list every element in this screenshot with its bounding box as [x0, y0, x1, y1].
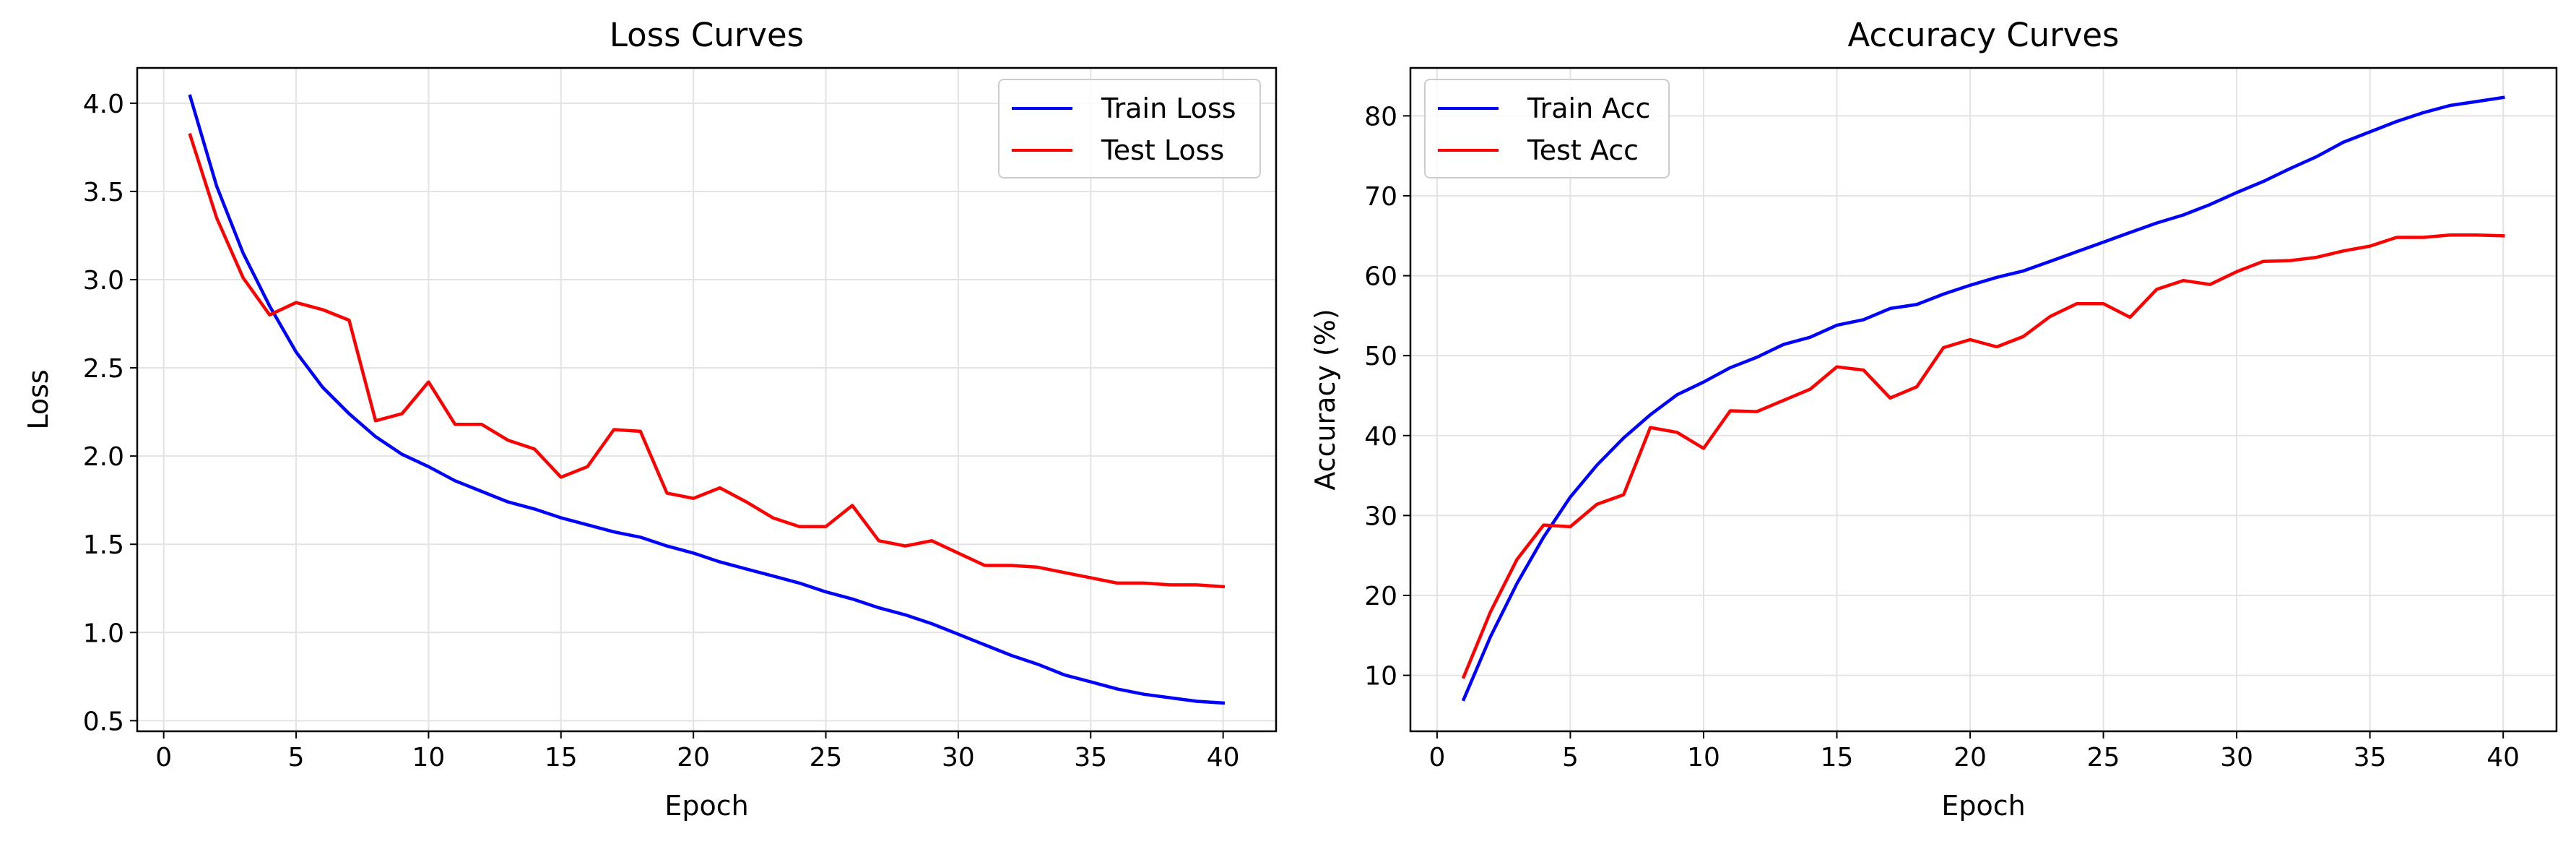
x-tick-label: 25 — [810, 743, 843, 772]
legend-label-test-loss: Test Loss — [1101, 134, 1224, 166]
accuracy-chart-series — [1461, 95, 2505, 702]
y-tick-label: 3.0 — [83, 266, 124, 296]
accuracy-chart-legend: Train Acc Test Acc — [1424, 79, 1670, 178]
accuracy-chart-x-ticks: 0 5 10 15 20 25 30 35 40 — [1428, 731, 2520, 772]
y-tick-label: 50 — [1364, 342, 1397, 371]
x-tick-label: 40 — [2486, 743, 2520, 772]
x-tick-label: 35 — [2354, 743, 2387, 772]
loss-chart-xlabel: Epoch — [664, 790, 748, 822]
loss-chart-grid — [137, 68, 1276, 731]
accuracy-chart-ylabel: Accuracy (%) — [1309, 309, 1341, 490]
y-tick-label: 30 — [1364, 501, 1397, 531]
y-tick-label: 40 — [1364, 422, 1397, 452]
loss-chart-y-ticks: 0.5 1.0 1.5 2.0 2.5 3.0 3.5 4.0 — [83, 90, 137, 736]
x-tick-label: 5 — [1562, 743, 1579, 772]
legend-label-train-loss: Train Loss — [1101, 92, 1236, 124]
x-tick-label: 0 — [1428, 743, 1445, 772]
loss-chart: 0 5 10 15 20 25 30 35 40 0.5 1.0 1.5 2.0 2.5 3.0 3.5 4.… — [22, 16, 1278, 822]
accuracy-chart-grid — [1410, 68, 2557, 731]
y-tick-label: 4.0 — [83, 90, 124, 119]
loss-chart-frame — [136, 66, 1278, 733]
series-line-test-acc — [1461, 233, 2505, 679]
legend-label-test-acc: Test Acc — [1527, 134, 1639, 166]
x-tick-label: 20 — [1953, 743, 1987, 772]
loss-chart-series — [188, 94, 1226, 705]
y-tick-label: 1.0 — [83, 619, 124, 648]
y-tick-label: 10 — [1364, 662, 1397, 692]
loss-chart-x-ticks: 0 5 10 15 20 25 30 35 40 — [155, 731, 1240, 772]
x-tick-label: 30 — [942, 743, 975, 772]
accuracy-chart-y-ticks: 10 20 30 40 50 60 70 80 — [1364, 102, 1410, 692]
accuracy-chart-frame — [1409, 66, 2558, 733]
y-tick-label: 0.5 — [83, 707, 124, 736]
legend-box — [1424, 79, 1670, 178]
loss-chart-legend: Train Loss Test Loss — [998, 79, 1261, 178]
accuracy-chart-xlabel: Epoch — [1941, 790, 2025, 822]
y-tick-label: 80 — [1364, 102, 1397, 132]
series-line-train-acc — [1461, 95, 2505, 702]
legend-label-train-acc: Train Acc — [1527, 92, 1650, 124]
x-tick-label: 15 — [545, 743, 578, 772]
accuracy-chart: 0 5 10 15 20 25 30 35 40 10 20 30 40 50 60 70 80 Accura… — [1309, 16, 2558, 822]
loss-chart-ylabel: Loss — [22, 369, 54, 429]
series-line-test-loss — [188, 132, 1226, 589]
y-tick-label: 60 — [1364, 262, 1397, 292]
legend-box — [998, 79, 1261, 178]
x-tick-label: 40 — [1207, 743, 1240, 772]
y-tick-label: 1.5 — [83, 530, 124, 560]
x-tick-label: 10 — [412, 743, 446, 772]
x-tick-label: 20 — [677, 743, 710, 772]
y-tick-label: 20 — [1364, 582, 1397, 611]
y-tick-label: 70 — [1364, 182, 1397, 212]
x-tick-label: 30 — [2220, 743, 2253, 772]
y-tick-label: 2.5 — [83, 354, 124, 384]
x-tick-label: 15 — [1821, 743, 1854, 772]
x-tick-label: 25 — [2087, 743, 2120, 772]
series-line-train-loss — [188, 94, 1226, 705]
accuracy-chart-title: Accuracy Curves — [1848, 16, 2120, 54]
x-tick-label: 10 — [1687, 743, 1720, 772]
y-tick-label: 3.5 — [83, 178, 124, 207]
x-tick-label: 35 — [1074, 743, 1107, 772]
x-tick-label: 5 — [288, 743, 305, 772]
loss-chart-title: Loss Curves — [610, 16, 804, 54]
x-tick-label: 0 — [155, 743, 172, 772]
y-tick-label: 2.0 — [83, 442, 124, 472]
